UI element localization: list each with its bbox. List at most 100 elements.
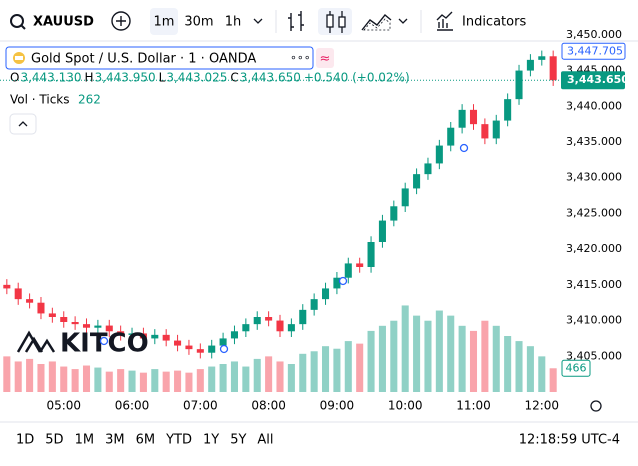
interval-button[interactable]: 30m xyxy=(184,15,213,30)
compare-icon: ≈ xyxy=(320,52,331,67)
interval-dropdown[interactable] xyxy=(253,18,263,24)
candle-body xyxy=(174,340,182,346)
volume-bar xyxy=(401,305,409,392)
candle-body xyxy=(208,345,216,353)
volume-bar xyxy=(174,370,182,392)
volume-bar xyxy=(322,346,330,392)
range-button[interactable]: 5D xyxy=(45,433,63,448)
volume-bar xyxy=(344,341,352,392)
compare-button-bg[interactable] xyxy=(316,48,334,68)
volume-bar xyxy=(242,366,250,392)
volume-bar xyxy=(48,361,56,392)
volume-bar xyxy=(128,370,136,392)
add-icon xyxy=(116,16,126,26)
ohlc-letter: L xyxy=(159,71,166,85)
candle-body xyxy=(162,334,170,341)
x-tick-label: 09:00 xyxy=(320,399,355,413)
volume-bar xyxy=(151,369,159,392)
symbol[interactable]: XAUUSD xyxy=(33,15,94,30)
add-symbol-button[interactable] xyxy=(111,11,131,31)
volume-bar xyxy=(447,315,455,392)
indicators-button[interactable]: Indicators xyxy=(462,15,526,30)
interval-button[interactable]: 1m xyxy=(154,15,175,30)
range-button[interactable]: All xyxy=(257,433,273,448)
clock[interactable]: 12:18:59 UTC-4 xyxy=(519,433,620,448)
ohlc-value: 3,443.130 xyxy=(20,71,81,85)
candle-body xyxy=(253,317,261,325)
event-marker[interactable] xyxy=(99,336,109,346)
candle-body xyxy=(14,288,22,300)
ohlc-value: 3,443.950 xyxy=(95,71,156,85)
more-button[interactable]: ∘∘∘ xyxy=(290,51,311,64)
range-button[interactable]: 5Y xyxy=(230,433,246,448)
event-marker[interactable] xyxy=(338,276,348,286)
volume-last-label: 466 xyxy=(566,361,587,374)
interval-button[interactable]: 1h xyxy=(225,15,242,30)
candle-body xyxy=(230,331,238,339)
candle-body xyxy=(37,302,45,314)
candle-body xyxy=(276,320,284,332)
candle-body xyxy=(401,188,409,207)
volume-bar xyxy=(60,366,68,392)
x-tick-label: 12:00 xyxy=(524,399,559,413)
settings-button[interactable] xyxy=(590,400,602,412)
volume-bar xyxy=(538,356,546,392)
ohlc-value: 3,443.025 xyxy=(166,71,227,85)
volume-bar xyxy=(276,361,284,392)
candle-body xyxy=(151,334,159,339)
candle-body xyxy=(117,331,125,335)
volume-bar xyxy=(208,366,216,392)
candle-body xyxy=(3,284,11,289)
volume-bar xyxy=(424,320,432,392)
search-icon[interactable] xyxy=(10,14,24,28)
event-marker[interactable] xyxy=(459,143,469,153)
legend-title-box[interactable] xyxy=(5,46,314,70)
legend-title: Gold Spot / U.S. Dollar · 1 · OANDA xyxy=(31,52,256,67)
bars-style-button[interactable] xyxy=(288,11,304,31)
volume-bar xyxy=(515,341,523,392)
candle-body xyxy=(185,345,193,350)
candle-body xyxy=(469,109,478,125)
volume-bar xyxy=(71,369,79,392)
volume-bar xyxy=(287,364,295,392)
candle-body xyxy=(82,324,91,328)
candle-body xyxy=(390,206,398,221)
ohlc-letter: C xyxy=(230,71,238,85)
candle-body xyxy=(71,322,79,325)
volume-bar xyxy=(469,330,478,392)
volume-bar xyxy=(37,364,45,392)
style-dropdown[interactable] xyxy=(398,18,408,24)
volume-bar xyxy=(105,371,113,392)
range-button[interactable]: 1Y xyxy=(203,433,219,448)
range-button[interactable]: 1M xyxy=(75,433,95,448)
volume-bar xyxy=(549,368,557,392)
indicators-icon[interactable] xyxy=(436,11,453,31)
y-tick-label: 3,450.000 xyxy=(566,28,622,41)
candle-body xyxy=(60,317,68,322)
volume-bar xyxy=(94,367,102,392)
search-icon-handle xyxy=(20,24,26,30)
volume-bar xyxy=(356,343,364,392)
volume-bar xyxy=(481,320,489,392)
candle-body xyxy=(94,325,102,328)
event-marker[interactable] xyxy=(219,344,229,354)
candle-style-active-bg xyxy=(318,8,352,35)
y-tick-label: 3,440.000 xyxy=(566,99,622,112)
volume-bar xyxy=(196,369,204,392)
volume-bar xyxy=(526,346,534,392)
volume-last-box xyxy=(561,359,591,377)
candle-body xyxy=(310,299,318,310)
volume-bar xyxy=(333,348,341,392)
collapse-button[interactable] xyxy=(9,113,37,135)
range-button[interactable]: YTD xyxy=(165,433,192,448)
range-button[interactable]: 3M xyxy=(105,433,125,448)
ohlc-letter: O xyxy=(10,71,19,85)
volume-bar xyxy=(310,351,318,392)
y-tick-label: 3,420.000 xyxy=(566,242,622,255)
range-button[interactable]: 6M xyxy=(136,433,156,448)
last-price-label: 3,443.650 xyxy=(567,73,629,86)
area-style-button[interactable] xyxy=(361,14,392,31)
volume-bar xyxy=(26,358,34,392)
volume-value: 262 xyxy=(78,93,101,107)
range-button[interactable]: 1D xyxy=(16,433,34,448)
